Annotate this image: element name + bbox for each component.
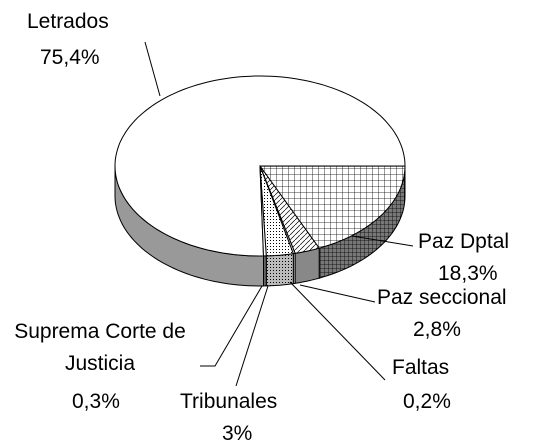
slice-label: Letrados [27,10,109,33]
value-label: 75,4% [40,46,100,69]
slice-label: Faltas [392,356,449,379]
leader-line [351,235,414,247]
leader-line [299,284,376,303]
slice-side [265,253,294,287]
slice-label: Paz Dptal [418,230,509,253]
slice [259,165,406,249]
leader-line [200,285,263,367]
slice-label: Suprema Corte de Justicia [14,320,186,375]
slice-side [263,255,267,287]
slice [259,165,267,257]
value-label: 0,2% [403,390,451,413]
value-label: 2,8% [413,318,461,341]
slice [259,165,321,254]
leader-line [144,41,161,97]
slice-side [294,247,320,284]
value-label: 18,3% [438,262,498,285]
slice-label: Tribunales [180,390,277,413]
slice-label: Paz seccional [377,286,507,309]
leader-line [289,281,386,381]
value-label: 0,3% [72,390,120,413]
value-label: 3% [222,422,252,441]
leader-line [235,285,269,387]
slice [259,165,294,257]
